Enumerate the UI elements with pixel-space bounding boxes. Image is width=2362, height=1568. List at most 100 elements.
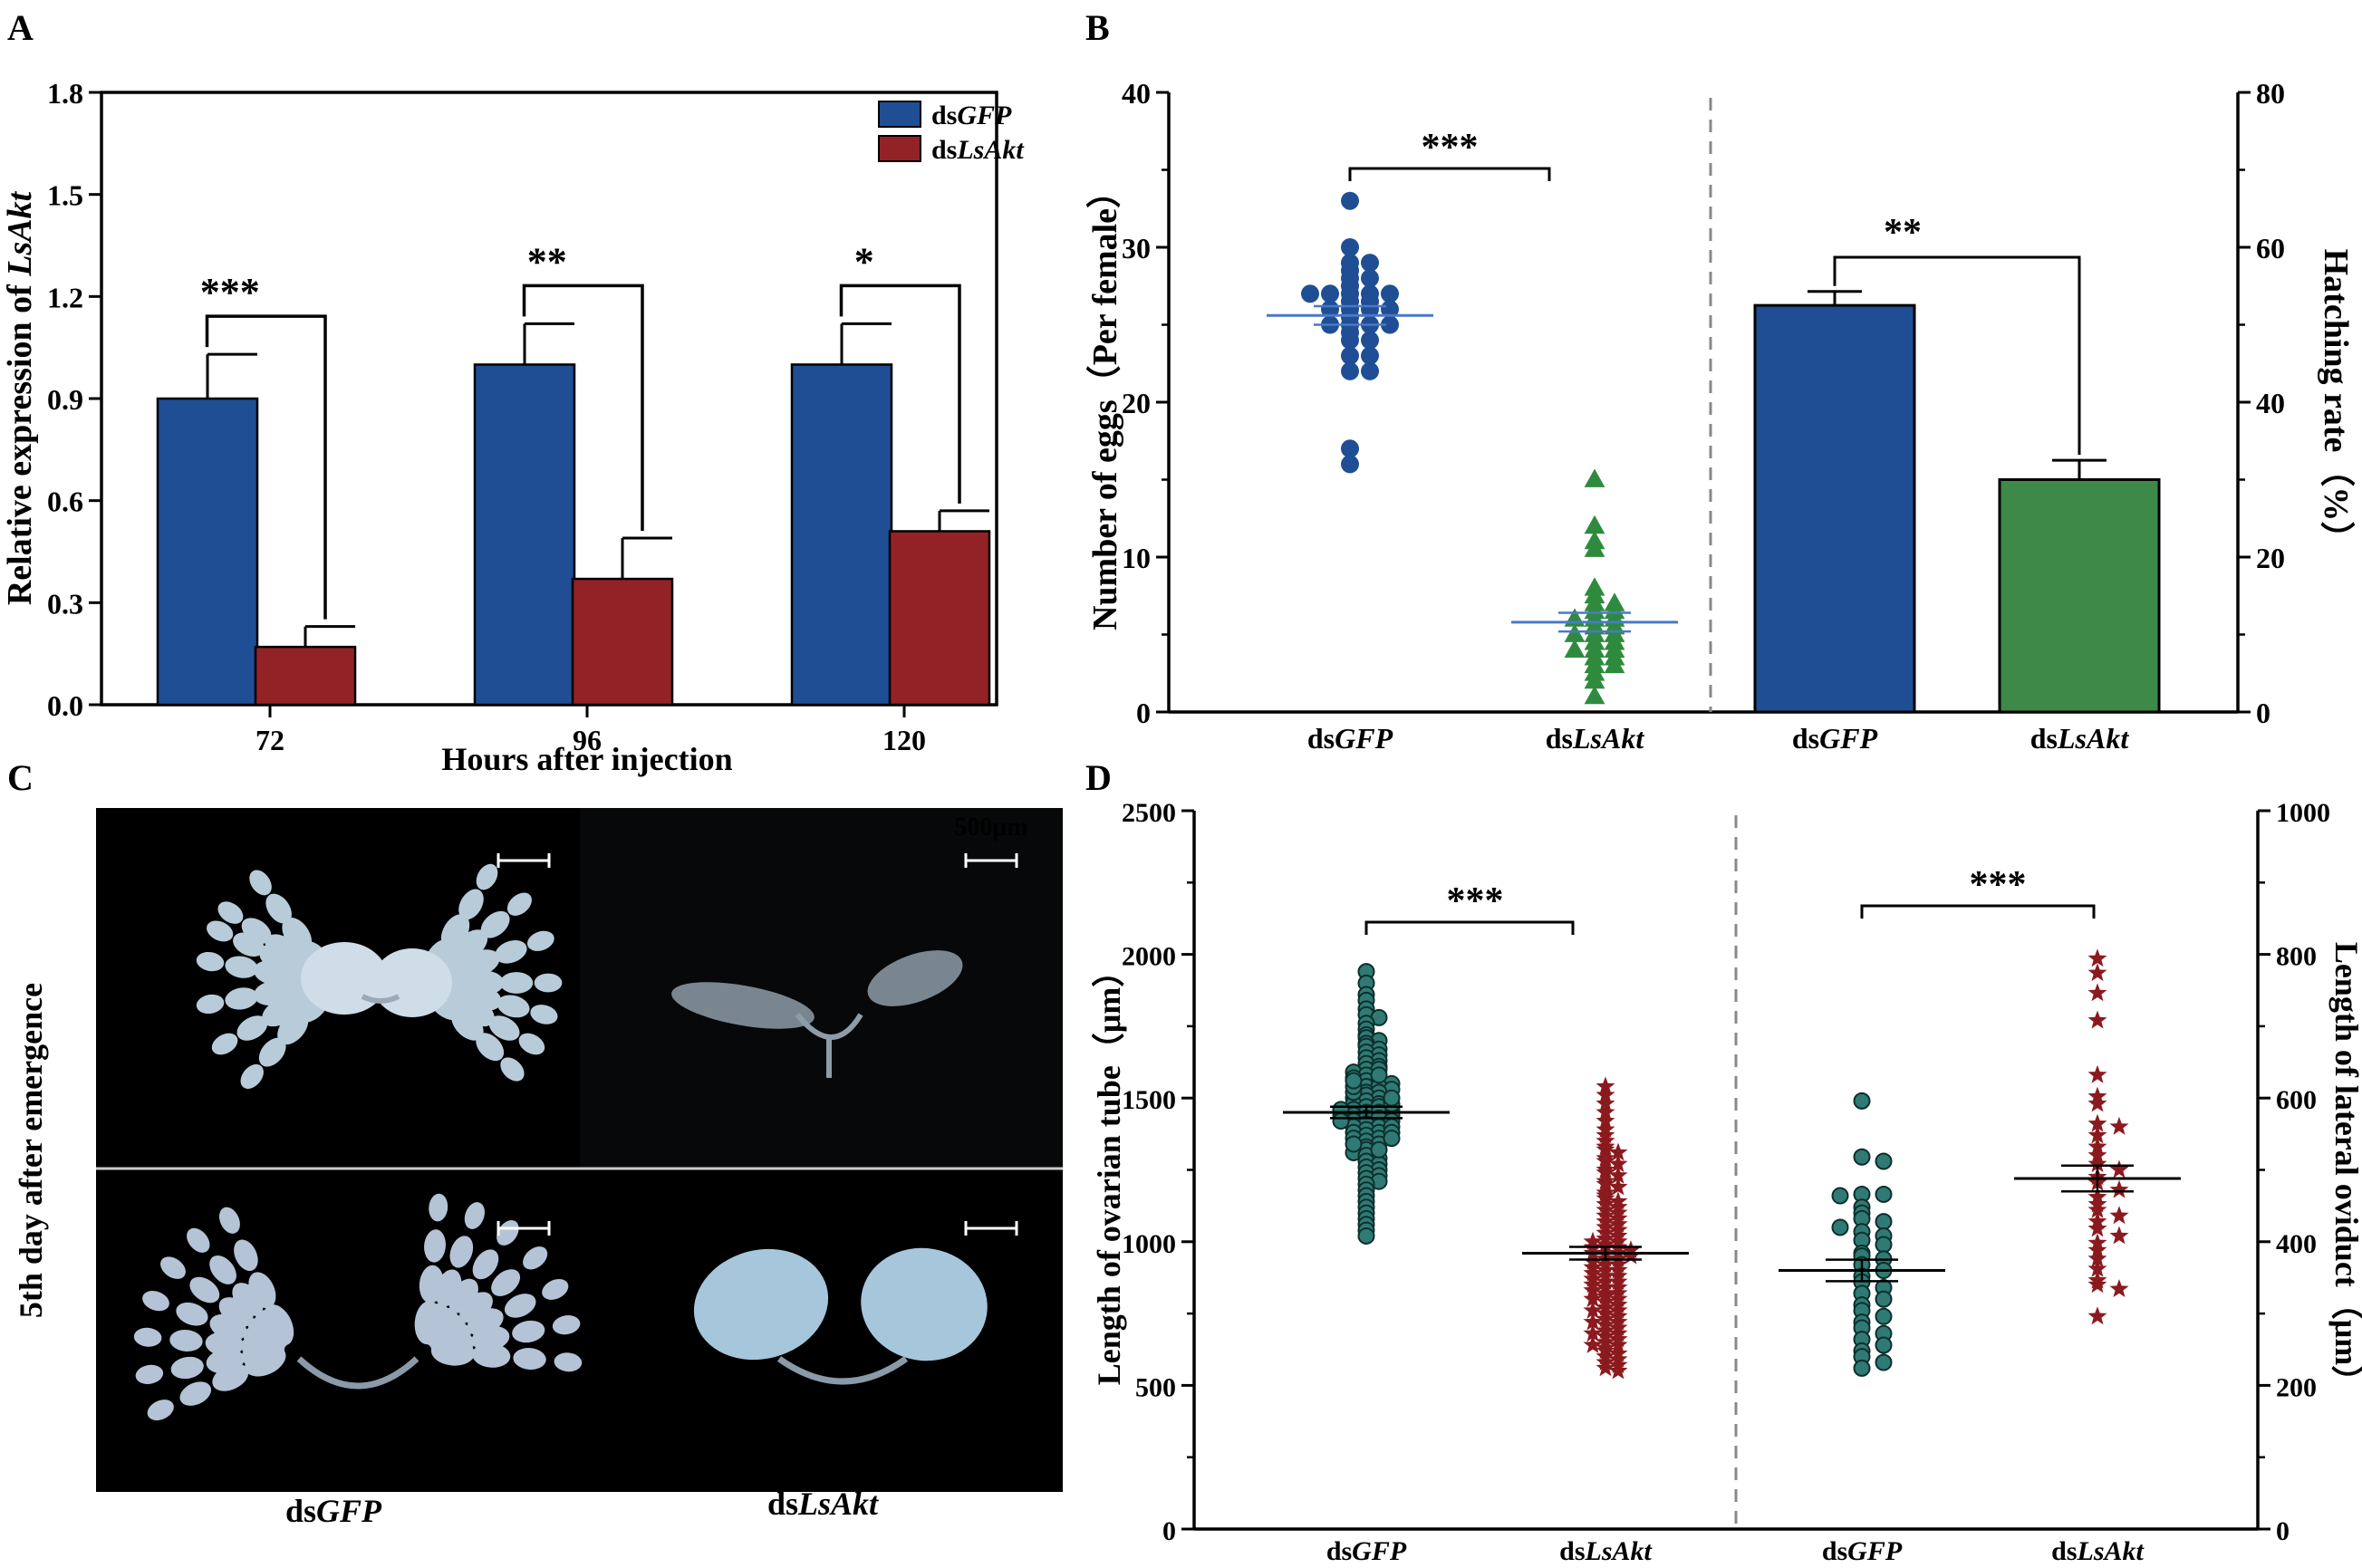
point-dsLsAkt ovarian tube: [1596, 1140, 1615, 1159]
point-dsLsAkt ovarian tube: [1608, 1208, 1628, 1227]
ovariole: [419, 1265, 444, 1303]
point-dsGFP lateral oviduct: [1875, 1185, 1893, 1203]
ovariole: [472, 1249, 499, 1280]
reduced-ovary: [867, 950, 963, 1006]
ovariole: [506, 892, 532, 916]
x-category-label-italic: LsAkt: [1585, 1536, 1653, 1566]
ovariole: [472, 1342, 511, 1368]
ovary-core: [372, 948, 452, 1017]
ovariole: [523, 1246, 548, 1270]
point-dsGFP lateral oviduct: [1875, 1236, 1893, 1254]
ovariole: [211, 1033, 238, 1055]
legend-label-prefix: ds: [931, 135, 957, 165]
x-tick-label: 96: [573, 724, 602, 756]
point-dsLsAkt ovarian tube: [1608, 1165, 1628, 1184]
point-dsLsAkt ovarian tube: [1596, 1162, 1615, 1181]
point-dsGFP: [1341, 331, 1359, 350]
point-dsGFP lateral oviduct: [1875, 1213, 1893, 1231]
legend-label: dsGFP: [931, 101, 1012, 130]
ovariole: [491, 1269, 521, 1296]
point-dsGFP: [1361, 254, 1379, 273]
left-tick-label: 40: [1122, 77, 1151, 110]
left-tick-label: 1000: [1122, 1229, 1176, 1259]
column-label-italic: LsAkt: [797, 1486, 879, 1522]
legend-label-italic: GFP: [957, 101, 1012, 130]
point-dsGFP: [1341, 361, 1359, 380]
ovariole: [480, 910, 510, 938]
right-tick-label: 400: [2276, 1229, 2317, 1259]
bar-dsGFP-120: [790, 363, 893, 707]
ovariole: [187, 1227, 210, 1253]
point-dsLsAkt lateral oviduct: [2087, 1064, 2107, 1083]
bar-dsGFP-72: [156, 397, 259, 707]
point-dsGFP lateral oviduct: [1875, 1307, 1893, 1325]
point-dsLsAkt lateral oviduct: [2087, 1306, 2107, 1325]
y-axis-label-gene: LsAkt: [1, 190, 39, 276]
legend-swatch: [878, 101, 921, 128]
legend-label-italic: LsAkt: [956, 135, 1025, 165]
ovariole: [277, 1011, 309, 1045]
y-axis-label: Relative expression of LsAkt: [1, 190, 39, 605]
ovariole: [135, 1364, 164, 1384]
point-dsLsAkt ovarian tube: [1608, 1361, 1628, 1380]
point-dsLsAkt ovarian tube: [1608, 1177, 1628, 1196]
right-tick-label: 800: [2276, 942, 2317, 972]
right-tick-label: 0: [2276, 1516, 2290, 1546]
ovariole: [160, 1256, 186, 1279]
x-category-label-prefix: ds: [1307, 722, 1335, 755]
significance-stars: ***: [1447, 880, 1504, 922]
ovariole: [133, 1327, 162, 1347]
ovariole: [282, 917, 313, 952]
significance-stars: ***: [1422, 127, 1479, 168]
point-dsLsAkt ovarian tube: [1596, 1186, 1615, 1204]
point-dsGFP: [1321, 284, 1339, 303]
right-tick-label: 80: [2256, 77, 2285, 110]
point-dsGFP lateral oviduct: [1875, 1290, 1893, 1308]
ovariole: [476, 863, 498, 890]
point-dsLsAkt lateral oviduct: [2087, 963, 2107, 982]
significance-bracket: [1364, 920, 1575, 935]
y-axis-label-prefix: Relative expression of: [1, 276, 39, 605]
ovariole: [217, 901, 244, 924]
column-label-prefix: ds: [285, 1493, 316, 1529]
y-tick-label: 0.6: [47, 486, 83, 518]
ovariole: [234, 1239, 258, 1272]
ovariole: [542, 1278, 569, 1300]
x-category-label: dsGFP: [1792, 722, 1878, 755]
ovary: [693, 1248, 829, 1361]
ovariole: [495, 939, 527, 964]
left-tick-label: 20: [1122, 387, 1151, 419]
point-dsLsAkt: [1584, 468, 1605, 487]
left-tick-label: 2000: [1122, 942, 1176, 972]
point-dsLsAkt lateral oviduct: [2087, 1258, 2107, 1277]
left-axis-label: Number of eggs（Per female）: [1086, 174, 1124, 630]
x-category-label-prefix: ds: [1822, 1536, 1847, 1566]
point-dsLsAkt lateral oviduct: [2087, 1113, 2107, 1132]
row-label: 5th day after emergence: [13, 983, 49, 1318]
ovariole: [530, 1005, 558, 1024]
point-dsGFP ovarian tube: [1345, 1072, 1363, 1090]
left-tick-label: 2500: [1122, 798, 1176, 828]
point-dsLsAkt ovarian tube: [1596, 1151, 1615, 1169]
legend-label-prefix: ds: [931, 101, 957, 130]
ovariole: [218, 1207, 240, 1234]
ovariole: [169, 1330, 203, 1352]
scale-bar-label: 500μm: [954, 1181, 1027, 1209]
x-axis-label: Hours after injection: [441, 741, 732, 777]
ovariole: [518, 1033, 545, 1055]
point-dsLsAkt lateral oviduct: [2109, 1116, 2129, 1135]
point-dsGFP: [1341, 238, 1359, 256]
panel-b-chart: 0 10 20 30 40 0 20 40 60 80 Number of eggs（Per fem…: [1086, 77, 2355, 755]
legend-swatch: [878, 135, 921, 162]
x-category-label-prefix: ds: [1559, 1536, 1585, 1566]
ovariole: [414, 1301, 442, 1345]
ovariole: [207, 920, 234, 942]
right-tick-label: 600: [2276, 1085, 2317, 1115]
point-dsGFP lateral oviduct: [1831, 1218, 1849, 1236]
point-dsGFP: [1301, 284, 1319, 303]
point-dsLsAkt ovarian tube: [1608, 1214, 1628, 1233]
point-dsGFP ovarian tube: [1357, 1227, 1375, 1245]
significance-stars: **: [527, 239, 567, 284]
right-axis-label: Hatching rate（%）: [2317, 249, 2355, 556]
